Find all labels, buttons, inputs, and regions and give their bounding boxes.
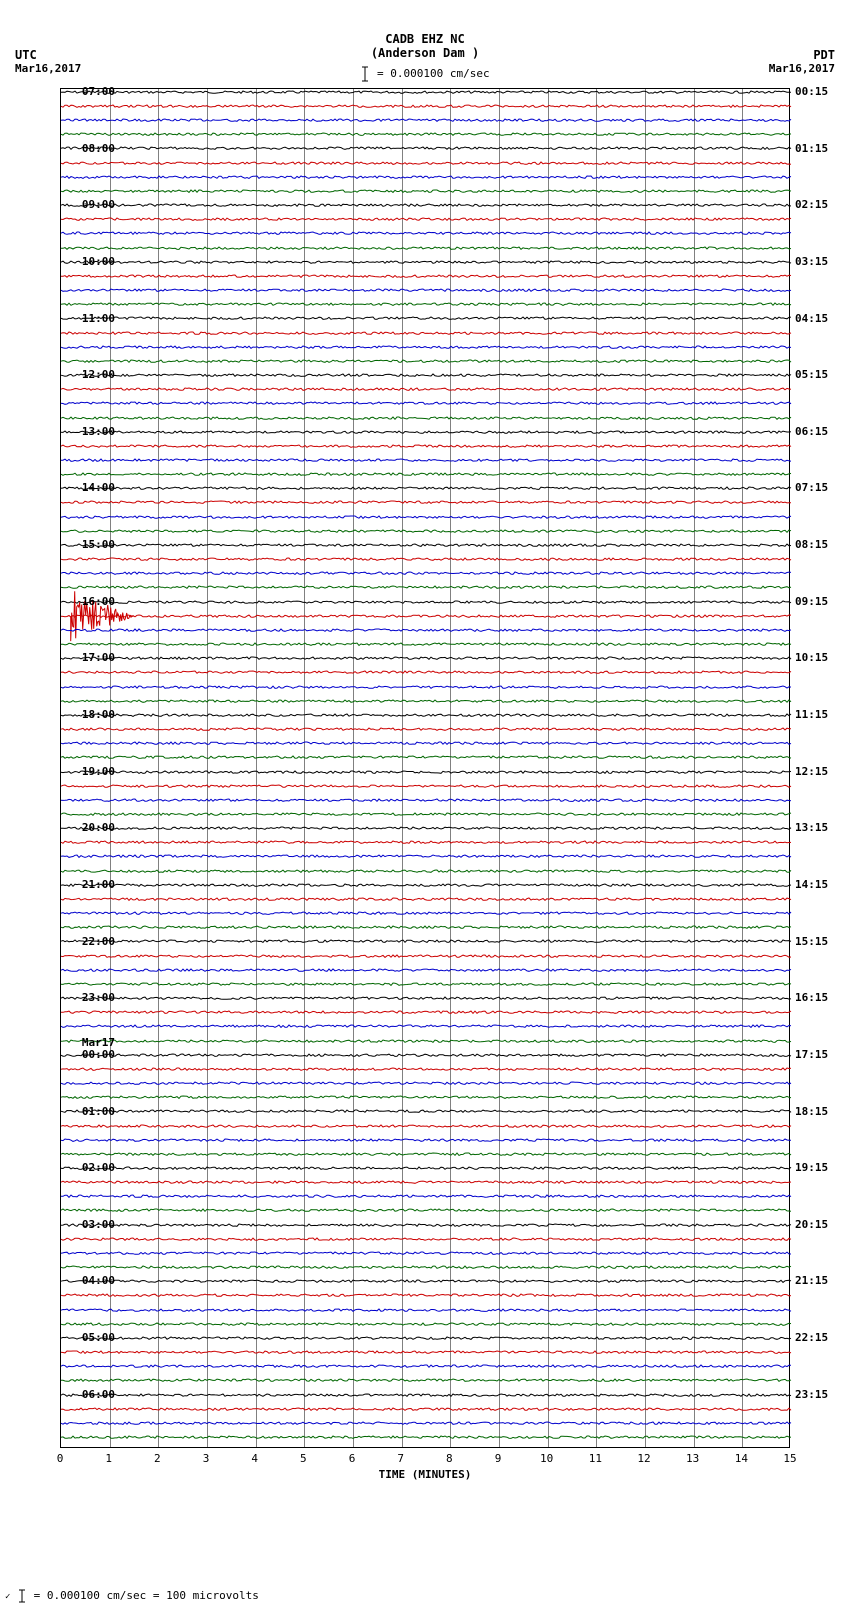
utc-time-label: 14:00 bbox=[65, 481, 115, 494]
x-tick-label: 5 bbox=[300, 1452, 307, 1465]
pdt-time-label: 05:15 bbox=[795, 368, 828, 381]
pdt-time-label: 20:15 bbox=[795, 1218, 828, 1231]
pdt-time-label: 21:15 bbox=[795, 1274, 828, 1287]
x-axis-title: TIME (MINUTES) bbox=[60, 1468, 790, 1481]
utc-time-label: 20:00 bbox=[65, 821, 115, 834]
x-tick-label: 4 bbox=[251, 1452, 258, 1465]
pdt-time-label: 16:15 bbox=[795, 991, 828, 1004]
x-tick-label: 0 bbox=[57, 1452, 64, 1465]
x-tick-label: 15 bbox=[783, 1452, 796, 1465]
pdt-time-label: 17:15 bbox=[795, 1048, 828, 1061]
pdt-time-label: 08:15 bbox=[795, 538, 828, 551]
x-tick-label: 2 bbox=[154, 1452, 161, 1465]
trace-line bbox=[61, 1423, 791, 1465]
pdt-time-label: 14:15 bbox=[795, 878, 828, 891]
location-subtitle: (Anderson Dam ) bbox=[0, 46, 850, 60]
pdt-time-label: 22:15 bbox=[795, 1331, 828, 1344]
utc-time-label: 10:00 bbox=[65, 255, 115, 268]
right-timezone: PDT bbox=[813, 48, 835, 62]
footer-text: ✓ = 0.000100 cm/sec = 100 microvolts bbox=[5, 1589, 259, 1603]
x-tick-label: 6 bbox=[349, 1452, 356, 1465]
utc-time-label: 06:00 bbox=[65, 1388, 115, 1401]
utc-time-label: 12:00 bbox=[65, 368, 115, 381]
x-tick-label: 9 bbox=[495, 1452, 502, 1465]
pdt-time-label: 12:15 bbox=[795, 765, 828, 778]
utc-time-label: 16:00 bbox=[65, 595, 115, 608]
x-tick-label: 7 bbox=[397, 1452, 404, 1465]
pdt-time-label: 23:15 bbox=[795, 1388, 828, 1401]
utc-time-label: 09:00 bbox=[65, 198, 115, 211]
pdt-time-label: 00:15 bbox=[795, 85, 828, 98]
footer-scale-text: = 0.000100 cm/sec = 100 microvolts bbox=[34, 1589, 259, 1602]
utc-time-label: 18:00 bbox=[65, 708, 115, 721]
utc-time-label: 04:00 bbox=[65, 1274, 115, 1287]
utc-time-label: 02:00 bbox=[65, 1161, 115, 1174]
plot-area bbox=[60, 88, 790, 1448]
pdt-time-label: 01:15 bbox=[795, 142, 828, 155]
day-break-label: Mar17 bbox=[65, 1036, 115, 1049]
x-tick-label: 12 bbox=[637, 1452, 650, 1465]
pdt-time-label: 18:15 bbox=[795, 1105, 828, 1118]
utc-time-label: 00:00 bbox=[65, 1048, 115, 1061]
pdt-time-label: 06:15 bbox=[795, 425, 828, 438]
pdt-time-label: 09:15 bbox=[795, 595, 828, 608]
utc-time-label: 11:00 bbox=[65, 312, 115, 325]
pdt-time-label: 04:15 bbox=[795, 312, 828, 325]
pdt-time-label: 11:15 bbox=[795, 708, 828, 721]
x-tick-label: 13 bbox=[686, 1452, 699, 1465]
pdt-time-label: 15:15 bbox=[795, 935, 828, 948]
pdt-time-label: 07:15 bbox=[795, 481, 828, 494]
utc-time-label: 23:00 bbox=[65, 991, 115, 1004]
utc-time-label: 05:00 bbox=[65, 1331, 115, 1344]
utc-time-label: 03:00 bbox=[65, 1218, 115, 1231]
left-date: Mar16,2017 bbox=[15, 62, 81, 75]
x-tick-label: 3 bbox=[203, 1452, 210, 1465]
utc-time-label: 21:00 bbox=[65, 878, 115, 891]
pdt-time-label: 19:15 bbox=[795, 1161, 828, 1174]
station-title: CADB EHZ NC bbox=[0, 32, 850, 46]
utc-time-label: 07:00 bbox=[65, 85, 115, 98]
utc-time-label: 15:00 bbox=[65, 538, 115, 551]
right-date: Mar16,2017 bbox=[769, 62, 835, 75]
x-tick-label: 1 bbox=[105, 1452, 112, 1465]
pdt-time-label: 03:15 bbox=[795, 255, 828, 268]
x-tick-label: 8 bbox=[446, 1452, 453, 1465]
pdt-time-label: 10:15 bbox=[795, 651, 828, 664]
utc-time-label: 17:00 bbox=[65, 651, 115, 664]
utc-time-label: 08:00 bbox=[65, 142, 115, 155]
utc-time-label: 13:00 bbox=[65, 425, 115, 438]
utc-time-label: 01:00 bbox=[65, 1105, 115, 1118]
x-tick-label: 10 bbox=[540, 1452, 553, 1465]
x-tick-label: 11 bbox=[589, 1452, 602, 1465]
utc-time-label: 19:00 bbox=[65, 765, 115, 778]
pdt-time-label: 13:15 bbox=[795, 821, 828, 834]
header: CADB EHZ NC (Anderson Dam ) = 0.000100 c… bbox=[0, 32, 850, 82]
seismogram-container: CADB EHZ NC (Anderson Dam ) = 0.000100 c… bbox=[0, 0, 850, 1613]
left-timezone: UTC bbox=[15, 48, 37, 62]
x-tick-label: 14 bbox=[735, 1452, 748, 1465]
pdt-time-label: 02:15 bbox=[795, 198, 828, 211]
utc-time-label: 22:00 bbox=[65, 935, 115, 948]
